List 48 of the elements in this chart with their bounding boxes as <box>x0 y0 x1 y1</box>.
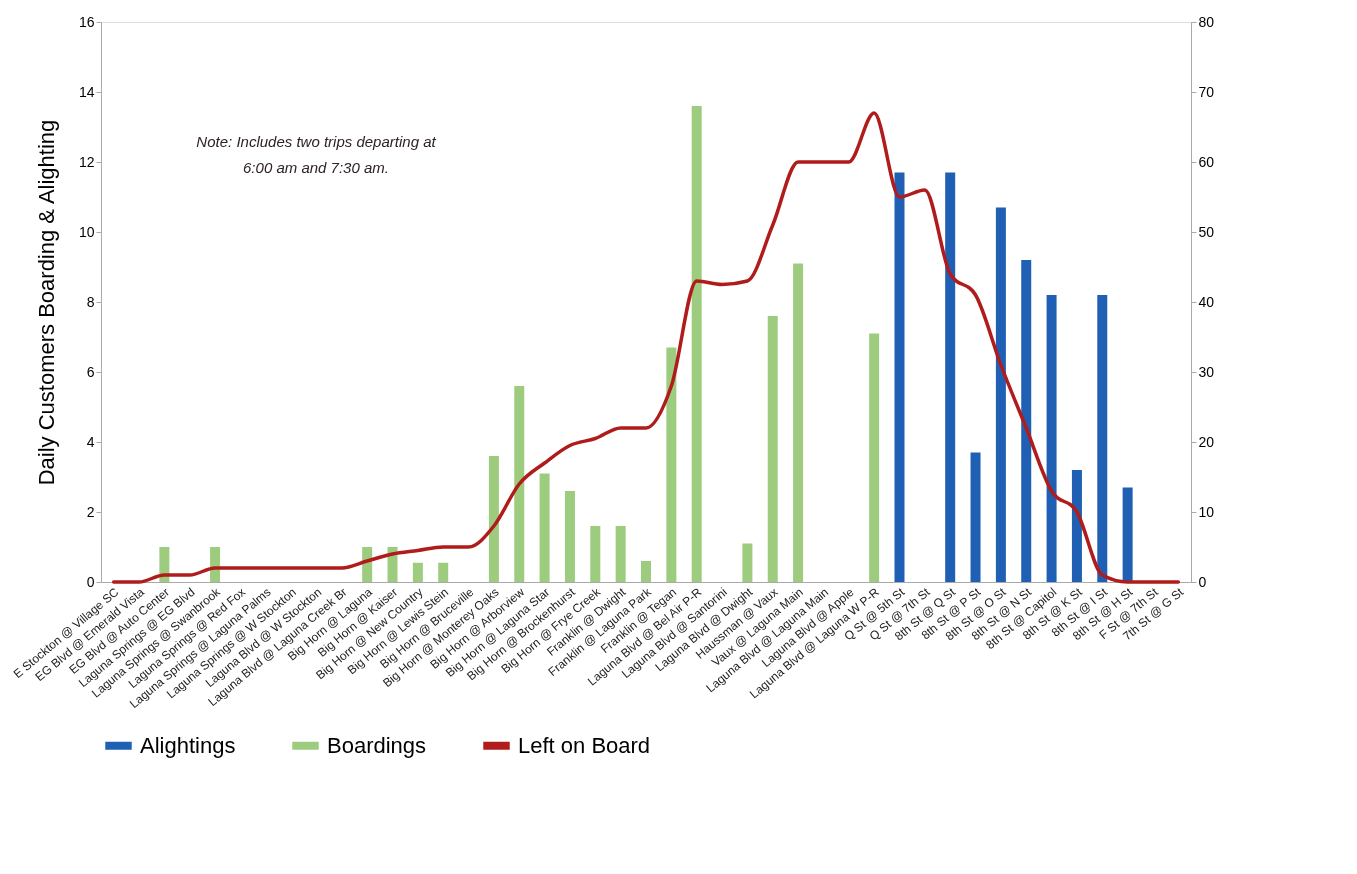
y-axis-title: Daily Customers Boarding & Alighting <box>33 119 59 486</box>
bar <box>438 562 449 582</box>
bar <box>666 347 677 582</box>
bar <box>793 263 804 582</box>
y2-tick-label: 60 <box>1198 153 1215 170</box>
y2-tick-label: 30 <box>1198 363 1215 380</box>
y-tick-label: 10 <box>78 223 95 240</box>
bar <box>995 207 1006 582</box>
bar <box>894 172 905 582</box>
bar <box>1071 470 1082 582</box>
y-tick-label: 8 <box>86 293 95 310</box>
bar <box>564 491 575 582</box>
bar <box>590 526 601 582</box>
y2-tick-label: 80 <box>1198 13 1215 30</box>
y-tick-label: 2 <box>86 503 95 520</box>
y-tick-label: 16 <box>78 13 95 30</box>
bar <box>767 316 778 582</box>
y-tick-label: 4 <box>86 433 95 450</box>
y-tick-label: 0 <box>86 573 95 590</box>
annotation: Note: Includes two trips departing at 6:00 am and 7:30 am. <box>196 133 437 176</box>
bar <box>412 562 423 582</box>
bar <box>970 452 981 582</box>
bar <box>691 106 702 582</box>
bar <box>615 526 626 582</box>
legend-label: Alightings <box>140 732 236 758</box>
bar <box>869 333 880 582</box>
line-series <box>111 111 1181 584</box>
bar <box>1021 260 1032 582</box>
bar <box>539 473 550 582</box>
legend-label: Left on Board <box>518 732 651 758</box>
y2-tick-label: 10 <box>1198 503 1215 520</box>
y-tick-label: 6 <box>86 363 95 380</box>
bar <box>1097 295 1108 582</box>
bar <box>1122 487 1133 582</box>
y2-tick-label: 0 <box>1198 573 1207 590</box>
bar <box>488 456 499 582</box>
bar <box>641 561 651 582</box>
bar <box>514 386 525 582</box>
y2-tick-label: 40 <box>1198 293 1215 310</box>
legend-label: Boardings <box>327 732 427 758</box>
y2-tick-label: 70 <box>1198 83 1215 100</box>
y2-tick-label: 20 <box>1198 433 1215 450</box>
bar <box>1046 295 1057 582</box>
y-tick-label: 12 <box>78 153 95 170</box>
bar <box>945 172 956 582</box>
y-tick-label: 14 <box>78 83 95 100</box>
bar <box>742 543 753 582</box>
y2-tick-label: 50 <box>1198 223 1215 240</box>
